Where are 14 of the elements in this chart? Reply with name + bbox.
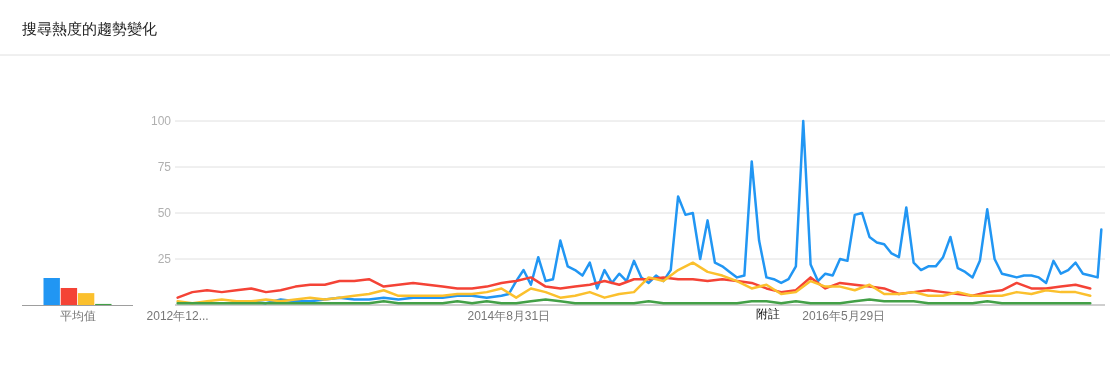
x-tick-label: 2016年5月29日: [802, 309, 886, 323]
bar: [60, 287, 78, 305]
y-tick-label: 100: [150, 114, 172, 128]
x-tick-label: 2012年12...: [146, 309, 209, 323]
bar: [77, 293, 95, 305]
x-tick-label: 平均值: [59, 309, 96, 323]
x-tick-label: 2014年8月31日: [467, 309, 551, 323]
text: 附註: [756, 307, 780, 321]
y-tick-label: 75: [157, 160, 172, 174]
chart-title: 搜尋熱度的趨勢變化: [22, 20, 157, 37]
y-tick-label: 25: [157, 252, 172, 266]
line-series: [176, 261, 1092, 305]
y-tick-label: 50: [157, 206, 172, 220]
bar: [43, 278, 60, 305]
